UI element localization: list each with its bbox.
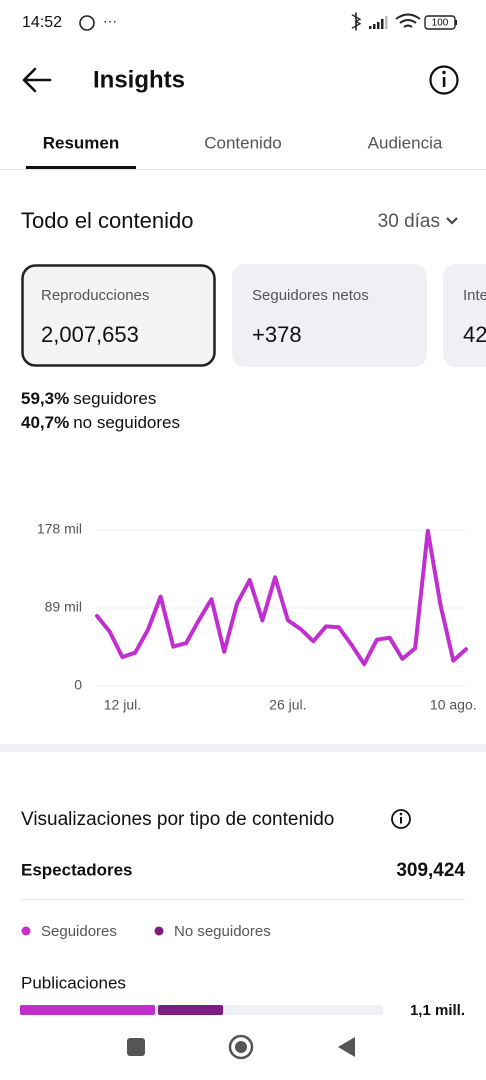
- viewers-value: 309,424: [396, 860, 465, 881]
- divider: [21, 899, 465, 900]
- metric-label: Inte: [463, 287, 486, 304]
- split-percent: 59,3%: [21, 389, 69, 408]
- metric-card[interactable]: [232, 264, 427, 367]
- tab-divider: [0, 169, 486, 170]
- metric-label: Seguidores netos: [252, 287, 369, 304]
- bar-segment: [20, 1005, 156, 1015]
- metric-value: 42: [463, 322, 486, 347]
- bar-chart: Seguidores No seguidores Publicaciones 1,1 …: [20, 923, 465, 1019]
- metric-label: Reproducciones: [41, 287, 149, 304]
- bluetooth-icon: [351, 12, 362, 31]
- status-time: 14:52: [22, 14, 62, 31]
- metric-value: +378: [252, 322, 302, 347]
- metric-card[interactable]: [443, 264, 486, 367]
- section-title: Todo el contenido: [21, 208, 193, 233]
- x-tick-label: 12 jul.: [104, 697, 141, 713]
- signal-icon: [369, 16, 388, 29]
- split-percent: 40,7%: [21, 413, 69, 432]
- tab-indicator: [26, 166, 136, 169]
- viewers-label: Espectadores: [21, 860, 133, 879]
- legend-swatch: [21, 926, 31, 936]
- y-tick-label: 89 mil: [45, 599, 82, 615]
- line-chart: 0 89 mil 178 mil 12 jul. 26 jul. 10 ago.: [37, 521, 477, 713]
- whatsapp-icon: [79, 15, 95, 31]
- nav-back[interactable]: [338, 1037, 355, 1057]
- page-title: Insights: [93, 66, 185, 93]
- y-tick-label: 178 mil: [37, 521, 82, 537]
- legend-label: Seguidores: [41, 923, 117, 940]
- data-line: [95, 528, 468, 667]
- metric-card-partial[interactable]: Inte 42: [443, 264, 486, 367]
- info-button[interactable]: [429, 65, 459, 95]
- split-line: 59,3% seguidores: [21, 389, 156, 408]
- nav-recents[interactable]: [127, 1038, 145, 1056]
- x-tick-label: 10 ago.: [430, 697, 477, 713]
- status-more: ···: [103, 13, 117, 29]
- category-label: Publicaciones: [21, 973, 126, 992]
- chevron-down[interactable]: [446, 217, 458, 225]
- legend-label: No seguidores: [174, 923, 271, 940]
- back-button[interactable]: [22, 67, 52, 93]
- metric-card-selected[interactable]: [21, 264, 216, 367]
- split-label: no seguidores: [73, 413, 180, 432]
- battery-level: 100: [432, 18, 449, 29]
- breakdown-title: Visualizaciones por tipo de contenido: [21, 809, 334, 830]
- nav-home-dot: [235, 1041, 247, 1053]
- bar-total-label: 1,1 mill.: [410, 1002, 465, 1019]
- wifi-icon: [395, 13, 421, 28]
- section-separator: [0, 744, 486, 752]
- metric-value: 2,007,653: [41, 322, 139, 347]
- bar-segment: [158, 1005, 224, 1015]
- y-tick-label: 0: [74, 677, 82, 693]
- nav-home[interactable]: [228, 1034, 254, 1060]
- battery-tip: [455, 20, 457, 25]
- x-tick-label: 26 jul.: [269, 697, 306, 713]
- tab-active[interactable]: Resumen: [43, 133, 120, 152]
- split-label: seguidores: [73, 389, 156, 408]
- legend-swatch: [154, 926, 164, 936]
- tab[interactable]: Contenido: [204, 133, 282, 152]
- tab[interactable]: Audiencia: [368, 133, 443, 152]
- period-selector[interactable]: 30 días: [378, 211, 440, 232]
- info-icon[interactable]: [391, 809, 411, 829]
- split-line: 40,7% no seguidores: [21, 413, 180, 432]
